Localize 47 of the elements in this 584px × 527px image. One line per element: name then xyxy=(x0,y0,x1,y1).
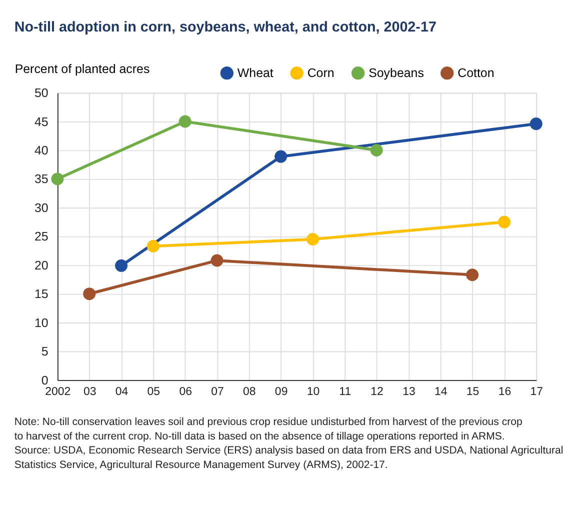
y-tick-label: 50 xyxy=(34,86,48,100)
point xyxy=(370,144,383,156)
x-tick-label: 04 xyxy=(115,386,129,398)
legend-label: Cotton xyxy=(458,66,494,80)
x-tick-label: 09 xyxy=(274,386,288,398)
text: Note: No-till conservation leaves soil and previous crop residue undisturbed from harvest of the previous crop to harvest of the current crop. No-till data is based on the absence of tillage operations reported in ARMS. xyxy=(14,416,522,442)
point xyxy=(83,288,96,300)
y-tick-label: 35 xyxy=(34,172,48,186)
legend-label: Wheat xyxy=(237,66,274,80)
y-tick-label: 10 xyxy=(34,316,48,330)
x-tick-label: 03 xyxy=(83,386,96,398)
x-tick-label: 16 xyxy=(498,386,512,398)
x-tick-label: 13 xyxy=(402,386,416,398)
y-tick-label: 25 xyxy=(34,230,48,244)
point xyxy=(274,150,288,163)
y-tick-label: 5 xyxy=(41,344,48,359)
x-tick-label: 11 xyxy=(339,386,352,398)
x-tick-label: 06 xyxy=(179,386,192,398)
y-tick-label: 20 xyxy=(34,258,48,272)
chart-title: No-till adoption in corn, soybeans, wheat, and cotton, 2002-17 xyxy=(14,20,436,36)
y-tick-label: 30 xyxy=(34,200,48,215)
source-note: Source: USDA, Economic Research Service (ERS) analysis based on data from ERS and USDA, National Agricultural Statistics Service, Agricultural Resource Management Survey (ARMS), 2002-17. xyxy=(14,444,564,472)
x-tick-label: 14 xyxy=(434,386,448,398)
y-tick-label: 15 xyxy=(34,287,48,302)
x-tick-label: 05 xyxy=(147,386,160,398)
y-tick-label: 40 xyxy=(34,144,48,158)
legend-label: Corn xyxy=(307,66,334,80)
point xyxy=(498,216,510,228)
point xyxy=(530,118,542,130)
point xyxy=(51,172,64,186)
point xyxy=(146,240,160,252)
x-tick-label: 12 xyxy=(370,386,384,398)
point xyxy=(210,254,224,267)
point xyxy=(306,233,319,246)
x-tick-label: 17 xyxy=(530,386,543,398)
y-axis-title: Percent of planted acres xyxy=(14,62,150,76)
x-tick-label: 07 xyxy=(211,386,224,398)
y-tick-label: 45 xyxy=(34,114,48,129)
x-tick-label: 08 xyxy=(243,386,256,398)
x-tick-label: 2002 xyxy=(45,386,71,398)
legend-label: Soybeans xyxy=(368,66,424,80)
x-tick-label: 15 xyxy=(466,386,480,398)
point xyxy=(466,268,479,282)
point xyxy=(178,115,192,128)
x-tick-label: 10 xyxy=(306,386,320,398)
point xyxy=(115,259,128,272)
y-tick-label: 0 xyxy=(41,373,48,388)
